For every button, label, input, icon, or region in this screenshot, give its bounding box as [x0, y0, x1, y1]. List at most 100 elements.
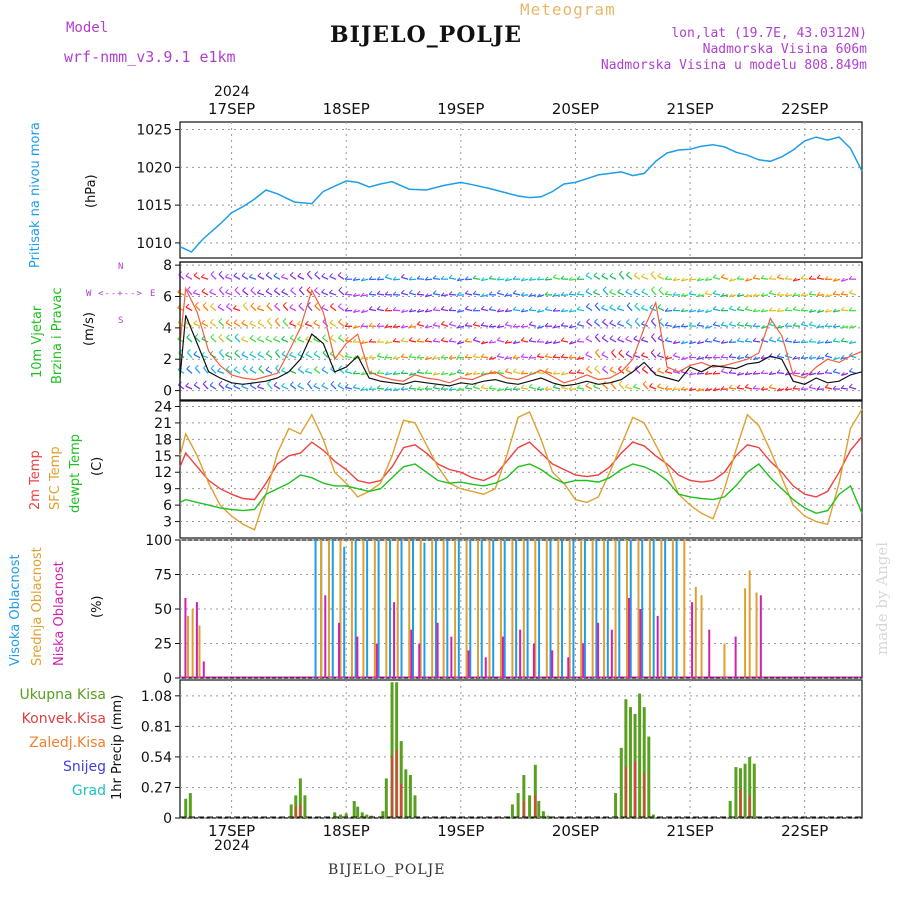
wind-barb-flag: [249, 334, 254, 339]
wind-barb: [233, 322, 241, 327]
wind-barb: [281, 276, 289, 280]
wind-barb: [650, 352, 657, 359]
wind-barb: [634, 320, 641, 327]
precip-total-bar: [344, 813, 348, 818]
wind-barb-flag: [641, 365, 646, 370]
temp-2m-line: [179, 436, 863, 501]
wind-barb-flag: [720, 273, 725, 278]
wind-barb-flag: [800, 275, 805, 279]
wind-barb: [568, 293, 577, 296]
wind-barb: [544, 278, 553, 281]
wind-barb: [338, 337, 345, 343]
wind-barb-flag: [185, 382, 190, 387]
wind-barb: [306, 273, 313, 280]
wind-barb-flag: [520, 292, 525, 296]
wind-barb-flag: [657, 272, 662, 277]
wind-barb: [513, 341, 521, 345]
wind-barb-flag: [728, 293, 733, 298]
wind-barb-flag: [249, 366, 254, 370]
wind-barb-flag: [768, 275, 773, 280]
wind-barb: [472, 372, 481, 375]
wind-barb: [665, 357, 673, 360]
wind-barb-flag: [472, 370, 477, 375]
wind-barb: [728, 356, 737, 359]
wind-barb-flag: [544, 322, 549, 327]
wind-barb-flag: [241, 272, 246, 277]
precip-total-bar: [522, 775, 526, 818]
wind-barb-flag: [360, 355, 365, 360]
wind-barb: [793, 357, 801, 360]
precip-legend-item: Konvek.Kisa: [22, 711, 106, 727]
wind-barb-flag: [360, 340, 365, 344]
compass-s: S: [118, 316, 124, 326]
wind-barb: [472, 277, 481, 280]
precip-total-bar: [528, 795, 532, 818]
wind-barb: [384, 325, 393, 328]
wind-barb-flag: [242, 365, 247, 369]
wind-barb-flag: [800, 339, 805, 344]
wind-barb: [658, 289, 665, 296]
wind-barb-flag: [480, 340, 485, 345]
wind-barb-flag: [376, 385, 381, 389]
wind-barb-flag: [424, 337, 429, 342]
wind-barb-flag: [344, 368, 349, 372]
wind-barb: [321, 307, 329, 312]
wind-barb-flag: [784, 275, 789, 280]
wind-barb: [689, 388, 697, 392]
wind-barb: [338, 321, 345, 327]
wind-barb-flag: [464, 290, 469, 294]
wind-barb-flag: [241, 336, 245, 340]
precip-total-bar: [395, 682, 399, 818]
wind-barb: [618, 352, 625, 359]
wind-barb: [664, 324, 673, 327]
precip-total-bar: [413, 795, 417, 818]
precip-conv-bar: [534, 795, 537, 818]
wind-barb-flag: [416, 386, 421, 391]
wind-barb: [817, 309, 825, 314]
wind-barb: [825, 386, 833, 390]
wind-barb-flag: [649, 304, 653, 309]
wind-barb: [673, 354, 681, 359]
wind-barb: [448, 340, 457, 343]
wind-barb-flag: [195, 302, 199, 306]
wind-speed-line: [179, 315, 863, 387]
precip-total-bar: [752, 763, 756, 818]
wind-barb-flag: [496, 353, 501, 357]
wind-barb: [609, 369, 617, 374]
wind-barb: [433, 292, 441, 296]
wind-barb-flag: [650, 271, 655, 275]
wind-barb-flag: [720, 321, 725, 326]
wind-barb: [344, 293, 353, 296]
wind-barb-flag: [688, 322, 693, 327]
wind-barb-flag: [625, 366, 630, 371]
wind-barb: [576, 371, 585, 374]
wind-barb: [275, 367, 281, 374]
wind-barb-flag: [289, 271, 294, 276]
wind-barb-flag: [744, 383, 749, 388]
wind-barb-flag: [305, 350, 310, 355]
wind-barb-flag: [744, 293, 749, 298]
wind-barb-flag: [472, 290, 477, 295]
wind-barb-flag: [609, 366, 614, 371]
wind-barb-flag: [187, 286, 191, 290]
wind-barb-flag: [832, 368, 837, 373]
wind-barb: [305, 323, 313, 327]
wind-barb-flag: [472, 307, 477, 312]
wind-barb: [602, 321, 609, 327]
wind-barb: [696, 372, 705, 375]
wind-barb: [193, 292, 201, 296]
wind-barb: [609, 291, 617, 296]
wind-barb: [218, 320, 225, 327]
wind-barb-flag: [657, 367, 661, 372]
wind-barb-flag: [712, 321, 717, 326]
wind-barb: [353, 309, 361, 313]
wind-barb: [832, 293, 841, 296]
wind-barb-flag: [226, 365, 230, 370]
wind-barb: [225, 386, 233, 390]
wind-barb-flag: [432, 321, 437, 326]
wind-barb-flag: [528, 276, 533, 281]
wind-barb: [249, 369, 257, 374]
wind-barb-flag: [296, 320, 301, 325]
wind-barb-flag: [321, 366, 326, 371]
wind-barb: [840, 340, 849, 343]
